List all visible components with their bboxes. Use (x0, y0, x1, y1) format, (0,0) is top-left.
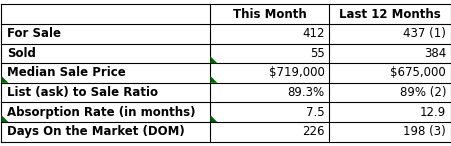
Text: 437 (1): 437 (1) (402, 27, 445, 40)
Text: 55: 55 (309, 47, 324, 60)
Text: 7.5: 7.5 (305, 106, 324, 119)
Text: 384: 384 (423, 47, 445, 60)
Text: For Sale: For Sale (7, 27, 60, 40)
Text: Median Sale Price: Median Sale Price (7, 66, 125, 80)
Polygon shape (210, 76, 217, 83)
Text: List (ask) to Sale Ratio: List (ask) to Sale Ratio (7, 86, 157, 99)
Text: Days On the Market (DOM): Days On the Market (DOM) (7, 125, 184, 138)
Polygon shape (210, 56, 217, 63)
Polygon shape (1, 115, 8, 122)
Text: Sold: Sold (7, 47, 36, 60)
Text: This Month: This Month (232, 8, 306, 21)
Text: Last 12 Months: Last 12 Months (338, 8, 440, 21)
Text: $675,000: $675,000 (390, 66, 445, 80)
Text: $719,000: $719,000 (268, 66, 324, 80)
Text: 198 (3): 198 (3) (402, 125, 445, 138)
Polygon shape (210, 115, 217, 122)
Text: 412: 412 (302, 27, 324, 40)
Text: 12.9: 12.9 (419, 106, 445, 119)
Text: 89% (2): 89% (2) (399, 86, 445, 99)
Text: 226: 226 (302, 125, 324, 138)
Text: 89.3%: 89.3% (287, 86, 324, 99)
Polygon shape (1, 76, 8, 83)
Text: Absorption Rate (in months): Absorption Rate (in months) (7, 106, 195, 119)
